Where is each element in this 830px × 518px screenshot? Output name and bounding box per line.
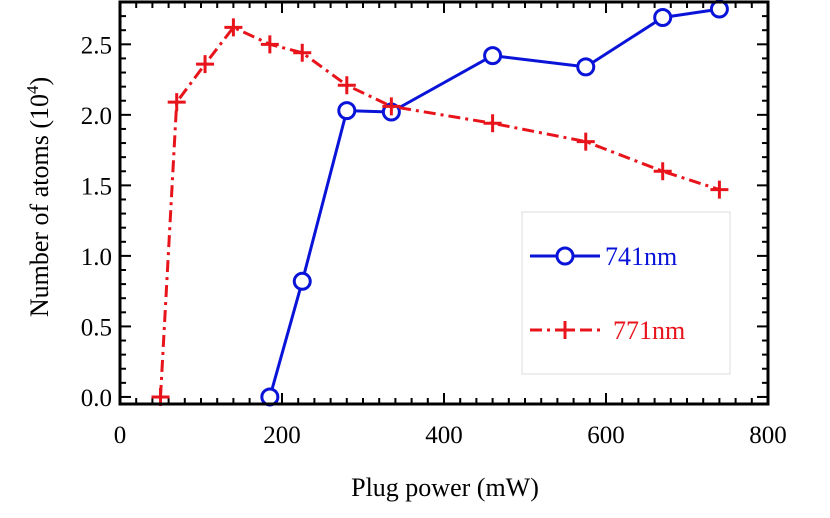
tick-labels: 0 200 400 600 800 0.0 0.5 1.0 1.5 2.0 2.5 bbox=[81, 32, 787, 449]
x-tick-label: 0 bbox=[114, 422, 127, 449]
x-tick-label: 600 bbox=[587, 422, 625, 449]
legend: 741nm 771nm bbox=[521, 211, 731, 375]
legend-box bbox=[521, 211, 731, 375]
data-point-771nm bbox=[293, 43, 312, 62]
data-point-741nm bbox=[483, 46, 503, 66]
data-point-771nm bbox=[196, 55, 215, 74]
legend-marker-741nm bbox=[555, 246, 575, 266]
series-line-771nm bbox=[159, 25, 720, 397]
x-axis-title: Plug power (mW) bbox=[351, 473, 539, 502]
data-point-741nm bbox=[653, 8, 673, 28]
y-tick-label: 2.0 bbox=[81, 103, 112, 130]
legend-label-741nm: 741nm bbox=[605, 242, 677, 271]
data-point-771nm bbox=[653, 162, 672, 181]
y-axis-title-superscript: 4 bbox=[23, 85, 42, 94]
data-point-771nm bbox=[483, 114, 502, 133]
data-point-741nm bbox=[576, 57, 596, 77]
y-tick-label: 1.0 bbox=[81, 244, 112, 271]
y-tick-label: 2.5 bbox=[81, 32, 112, 59]
data-point-741nm bbox=[337, 101, 357, 121]
series-layer bbox=[151, 0, 729, 407]
x-tick-label: 400 bbox=[425, 422, 463, 449]
legend-entry-741nm: 741nm bbox=[530, 242, 677, 271]
y-axis-title-main: Number of atoms (10 bbox=[25, 94, 54, 317]
data-point-771nm bbox=[260, 35, 279, 54]
x-tick-label: 800 bbox=[749, 422, 787, 449]
y-tick-label: 1.5 bbox=[81, 173, 112, 200]
series-line-741nm bbox=[268, 7, 720, 398]
legend-entry-771nm: 771nm bbox=[530, 316, 685, 345]
data-point-771nm bbox=[710, 180, 729, 199]
legend-label-771nm: 771nm bbox=[613, 316, 685, 345]
y-tick-label: 0.0 bbox=[81, 385, 112, 412]
data-point-771nm bbox=[224, 18, 243, 37]
y-tick-label: 0.5 bbox=[81, 314, 112, 341]
data-point-741nm bbox=[292, 271, 312, 291]
legend-marker-771nm bbox=[556, 321, 574, 339]
data-point-771nm bbox=[167, 93, 186, 112]
data-point-771nm bbox=[576, 132, 595, 151]
data-point-771nm bbox=[337, 76, 356, 95]
data-point-771nm bbox=[382, 97, 401, 116]
y-axis-title-suffix: ) bbox=[25, 77, 54, 86]
x-tick-label: 200 bbox=[263, 422, 301, 449]
y-axis-title: Number of atoms (104) bbox=[23, 77, 54, 317]
plot-frame bbox=[118, 0, 770, 406]
